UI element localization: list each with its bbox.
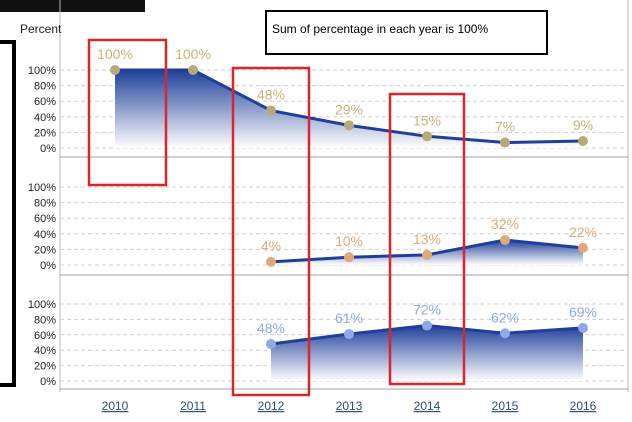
header-bar xyxy=(0,0,145,12)
ytick-label: 60% xyxy=(34,96,56,108)
data-label: 4% xyxy=(261,238,281,254)
ytick-layer: 100% 80% 60% 40% 20% 0% 100% 80% 60% 40% 20% 0% 100%… xyxy=(28,65,56,388)
xtick-label: 2016 xyxy=(570,399,597,413)
data-label: 48% xyxy=(257,87,285,103)
data-point xyxy=(344,252,354,263)
data-label: 100% xyxy=(175,46,211,62)
ytick-label: 80% xyxy=(34,314,56,326)
ytick-label: 100% xyxy=(28,299,56,311)
data-label: 48% xyxy=(257,320,285,336)
data-point xyxy=(422,249,432,260)
y-axis-title: Percent xyxy=(20,22,62,36)
data-point xyxy=(266,339,276,350)
left-bracket xyxy=(0,40,16,387)
ytick-label: 80% xyxy=(34,198,56,210)
data-label: 22% xyxy=(569,224,597,240)
ytick-label: 60% xyxy=(34,213,56,225)
data-label: 61% xyxy=(335,310,363,326)
data-label: 10% xyxy=(335,233,363,249)
series-area xyxy=(271,325,583,381)
ytick-label: 0% xyxy=(40,260,56,272)
highlight-box xyxy=(388,92,466,386)
data-point xyxy=(266,256,276,267)
data-label: 7% xyxy=(495,119,515,135)
data-point xyxy=(344,120,354,131)
data-point xyxy=(422,131,432,142)
data-label: 72% xyxy=(413,302,441,318)
xaxis-layer: 2010 2011 2012 2013 2014 2015 2016 xyxy=(102,399,597,413)
xtick-label: 2010 xyxy=(102,399,129,413)
ytick-label: 0% xyxy=(40,376,56,388)
ytick-label: 80% xyxy=(34,81,56,93)
data-point xyxy=(500,137,510,148)
highlight-box xyxy=(231,66,311,397)
data-point xyxy=(500,235,510,246)
data-label: 100% xyxy=(97,46,133,62)
ytick-label: 40% xyxy=(34,229,56,241)
data-point xyxy=(266,105,276,116)
xtick-label: 2011 xyxy=(180,399,206,413)
ytick-label: 40% xyxy=(34,345,56,357)
ytick-label: 100% xyxy=(28,65,56,77)
data-point xyxy=(344,329,354,340)
xtick-label: 2014 xyxy=(414,399,441,413)
ytick-label: 0% xyxy=(40,143,56,155)
data-label: 9% xyxy=(573,117,593,133)
ytick-label: 60% xyxy=(34,330,56,342)
ytick-label: 20% xyxy=(34,244,56,256)
data-point xyxy=(500,328,510,339)
data-label: 32% xyxy=(491,216,519,232)
data-point xyxy=(578,242,588,253)
annotation-box xyxy=(265,10,548,55)
data-label: 15% xyxy=(413,112,441,128)
highlight-box xyxy=(87,38,168,187)
data-point xyxy=(422,320,432,331)
xtick-label: 2013 xyxy=(336,399,363,413)
data-label: 13% xyxy=(413,231,441,247)
ytick-label: 20% xyxy=(34,361,56,373)
data-label: 29% xyxy=(335,101,363,117)
panels-layer: 100% 100% 48% 29% 15% 7% 9% 4% 10% 13% 32% 22% 48% 61… xyxy=(97,46,597,381)
annotation-text: Sum of percentage in each year is 100% xyxy=(272,22,488,36)
ytick-label: 100% xyxy=(28,182,56,194)
data-point xyxy=(578,322,588,333)
annotation-layer: Percent Sum of percentage in each year i… xyxy=(20,10,548,55)
highlight-layer xyxy=(87,38,466,397)
ytick-label: 40% xyxy=(34,112,56,124)
data-point xyxy=(110,65,120,75)
data-point xyxy=(188,65,198,75)
decoration-layer xyxy=(0,0,629,392)
data-label: 69% xyxy=(569,304,597,320)
data-label: 62% xyxy=(491,309,519,325)
ytick-label: 20% xyxy=(34,127,56,139)
data-point xyxy=(578,135,588,146)
xtick-label: 2012 xyxy=(258,399,285,413)
xtick-label: 2015 xyxy=(492,399,519,413)
